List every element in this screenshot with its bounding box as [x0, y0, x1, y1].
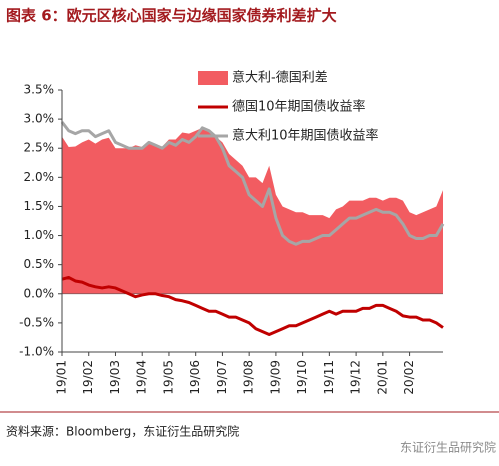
series-line: [60, 121, 445, 246]
x-tick-label: 19/03: [108, 360, 122, 395]
x-tick-label: 20/02: [402, 360, 416, 395]
series-line: [61, 275, 444, 337]
y-tick-label: 1.5%: [24, 199, 55, 213]
legend-label: 意大利-德国利差: [232, 70, 328, 86]
legend-label: 意大利10年期国债收益率: [232, 128, 379, 144]
y-tick-label: 1.0%: [24, 228, 55, 242]
x-tick-label: 19/05: [161, 360, 175, 395]
y-tick-label: -0.5%: [19, 315, 54, 329]
x-tick-label: 19/12: [349, 360, 363, 395]
watermark: 东证衍生品研究院: [400, 440, 496, 455]
x-tick-label: 19/08: [242, 360, 256, 395]
area: [62, 127, 443, 294]
y-tick-label: 0.0%: [24, 286, 55, 300]
x-tick-label: 19/10: [295, 360, 309, 395]
y-tick-label: -1.0%: [19, 345, 54, 359]
y-tick-label: 0.5%: [24, 257, 55, 271]
source: 资料来源：Bloomberg，东证衍生品研究院: [6, 424, 239, 439]
x-tick-label: 19/01: [55, 360, 69, 395]
y-tick-label: 3.0%: [24, 112, 55, 126]
y-tick-label: 2.5%: [24, 141, 55, 155]
legend-swatch: [198, 71, 228, 85]
x-tick-label: 19/11: [322, 360, 336, 395]
x-tick-label: 19/02: [81, 360, 95, 395]
y-tick-label: 3.5%: [24, 83, 55, 97]
x-tick-label: 20/01: [375, 360, 389, 395]
legend-label: 德国10年期国债收益率: [232, 99, 366, 115]
x-tick-label: 19/06: [188, 360, 202, 395]
chart-title: 图表 6：欧元区核心国家与边缘国家债券利差扩大: [6, 7, 337, 25]
x-tick-label: 19/04: [135, 360, 149, 395]
x-tick-label: 19/07: [215, 360, 229, 395]
x-tick-label: 19/09: [268, 360, 282, 395]
y-tick-label: 2.0%: [24, 170, 55, 184]
